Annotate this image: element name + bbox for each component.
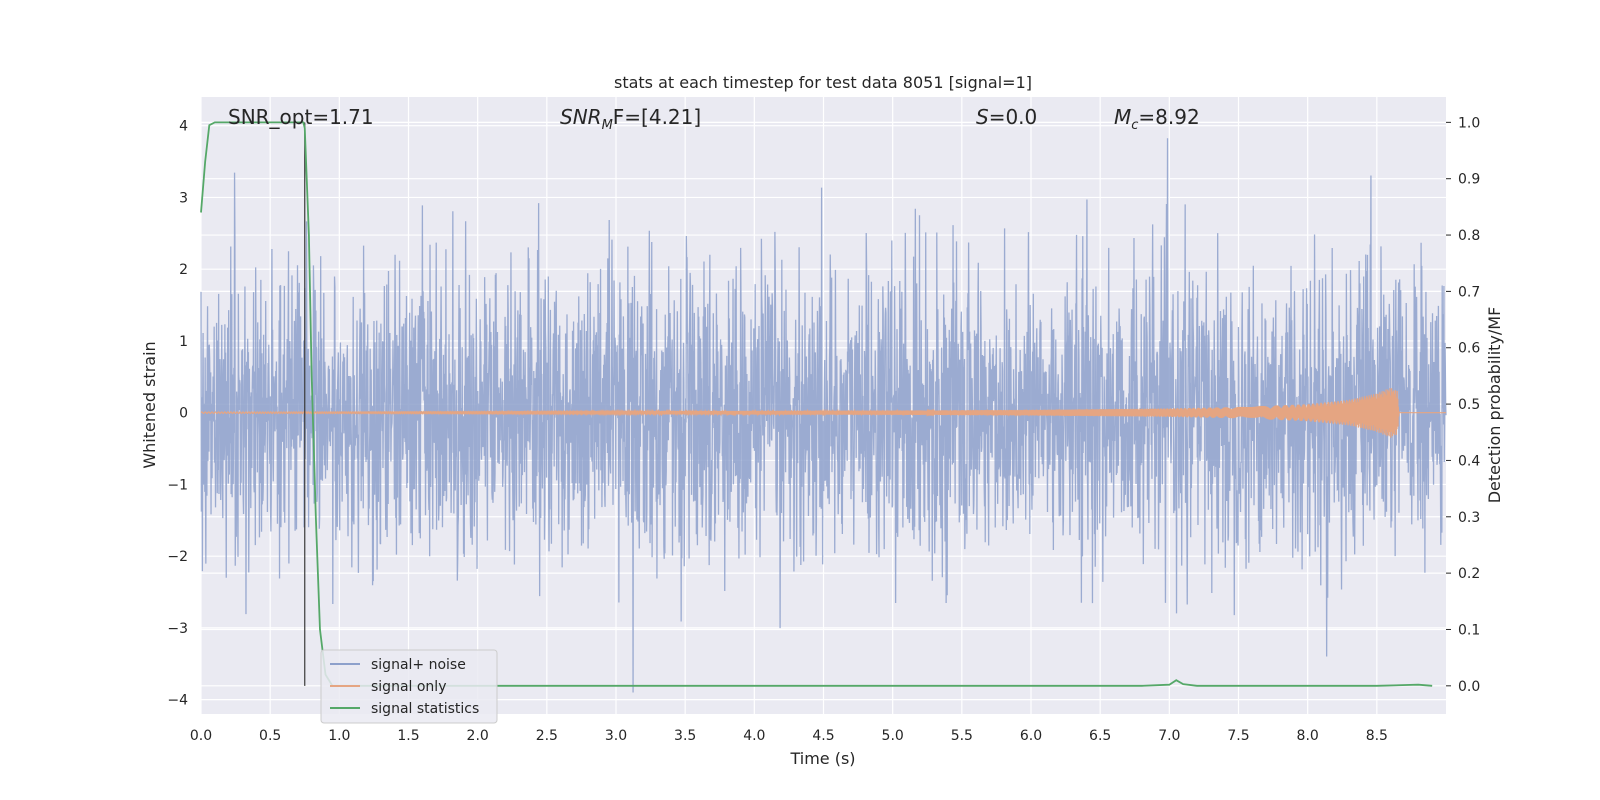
y2-tick-label: 1.0 [1458, 115, 1480, 131]
x-tick-label: 6.0 [1020, 728, 1042, 744]
y-tick-label: −2 [167, 549, 188, 565]
y-axis-label: Whitened strain [140, 341, 159, 468]
legend: signal+ noise signal only signal statist… [320, 649, 498, 724]
y2-tick-label: 0.5 [1458, 397, 1480, 413]
legend-entry-signal-only: signal only [371, 679, 446, 695]
legend-box [320, 649, 498, 724]
x-tick-label: 6.5 [1089, 728, 1111, 744]
signal-line [200, 388, 1446, 438]
x-tick-label: 0.0 [190, 728, 212, 744]
x-axis-label: Time (s) [789, 749, 855, 768]
x-tick-label: 8.0 [1297, 728, 1319, 744]
annotation-s: S=0.0 [976, 105, 1037, 129]
x-tick-label: 8.5 [1366, 728, 1388, 744]
legend-entry-signal-noise: signal+ noise [371, 657, 466, 673]
y-tick-label: −4 [167, 693, 188, 709]
y2-tick-label: 0.4 [1458, 453, 1480, 469]
series-signal-only [200, 388, 1446, 438]
y2-axis-label: Detection probability/MF [1485, 307, 1504, 504]
axis-ticks: 0.0 0.5 1.0 1.5 2.0 2.5 3.0 3.5 4.0 4.5 5.0 5.5 6.0 6… [167, 115, 1480, 744]
x-tick-label: 3.0 [605, 728, 627, 744]
y-tick-label: −1 [167, 477, 188, 493]
x-tick-label: 2.0 [467, 728, 489, 744]
x-tick-label: 0.5 [259, 728, 281, 744]
y2-tick-label: 0.1 [1458, 622, 1480, 638]
y-tick-label: 3 [179, 190, 188, 206]
annotation-mc: Mc=8.92 [1114, 105, 1200, 133]
x-tick-label: 5.5 [951, 728, 973, 744]
y2-tick-label: 0.8 [1458, 228, 1480, 244]
y-tick-label: 0 [179, 406, 188, 422]
x-tick-label: 4.0 [743, 728, 765, 744]
x-tick-label: 5.0 [882, 728, 904, 744]
y2-tick-label: 0.9 [1458, 172, 1480, 188]
x-tick-label: 2.5 [536, 728, 558, 744]
x-tick-label: 1.0 [328, 728, 350, 744]
x-tick-label: 4.5 [812, 728, 834, 744]
annotation-snr-mf: SNRMF=[4.21] [560, 105, 701, 133]
y-tick-label: 1 [179, 334, 188, 350]
annotation-snr-opt: SNR_opt=1.71 [228, 105, 374, 129]
x-tick-label: 1.5 [397, 728, 419, 744]
noise-line [200, 138, 1447, 693]
y2-tick-label: 0.0 [1458, 679, 1480, 695]
y2-tick-label: 0.2 [1458, 566, 1480, 582]
y2-tick-label: 0.3 [1458, 510, 1480, 526]
x-tick-label: 7.0 [1158, 728, 1180, 744]
legend-entry-signal-statistics: signal statistics [371, 701, 479, 717]
y2-tick-label: 0.7 [1458, 284, 1480, 300]
y-tick-label: 4 [179, 119, 188, 135]
chart-title: stats at each timestep for test data 805… [614, 73, 1032, 92]
series-signal-noise [200, 138, 1447, 693]
y-tick-label: 2 [179, 262, 188, 278]
y-tick-label: −3 [167, 621, 188, 637]
x-tick-label: 3.5 [674, 728, 696, 744]
y2-tick-label: 0.6 [1458, 341, 1480, 357]
x-tick-label: 7.5 [1227, 728, 1249, 744]
